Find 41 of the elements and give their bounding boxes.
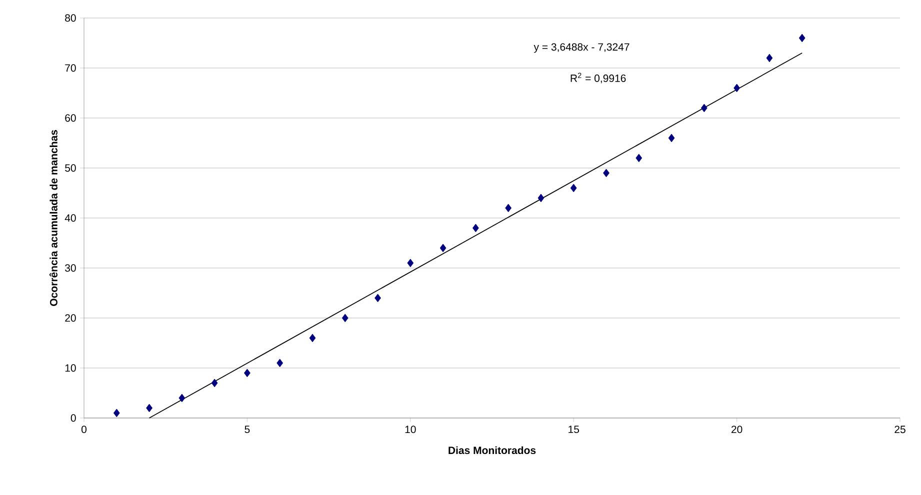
y-tick-label: 70: [65, 64, 76, 72]
x-tick-label: 0: [81, 426, 87, 434]
x-tick-label: 25: [894, 426, 906, 434]
point: [603, 168, 610, 178]
point: [146, 404, 152, 412]
point: [309, 334, 316, 342]
point: [505, 204, 512, 212]
point: [113, 408, 120, 418]
y-tick-label: 30: [65, 264, 76, 272]
point: [276, 358, 284, 368]
x-tick-label: 15: [568, 426, 580, 434]
annotation: R$^{2}$ = 0,9916: [570, 72, 626, 84]
y-tick-label: 40: [64, 214, 76, 222]
point: [570, 184, 577, 192]
y-tick-label: 10: [65, 364, 76, 372]
y-tick-label: 60: [65, 114, 76, 122]
point: [538, 194, 544, 202]
point: [407, 258, 414, 268]
y-tick-label: 50: [65, 164, 76, 172]
point: [211, 378, 218, 388]
point: [178, 394, 186, 402]
point: [342, 314, 348, 322]
y-tick-label: 0: [70, 414, 76, 422]
point: [734, 84, 740, 92]
point: [668, 134, 675, 142]
x-tick-label: 5: [244, 426, 250, 434]
point: [244, 368, 250, 378]
point: [766, 54, 773, 62]
point: [798, 34, 806, 42]
point: [472, 224, 479, 232]
y-axis-title: Ocorrência acumulada de manchas: [49, 130, 58, 306]
x-tick-label: 10: [405, 426, 416, 434]
point: [440, 244, 446, 252]
point: [374, 294, 381, 302]
x-tick-label: 20: [732, 426, 742, 434]
point: [636, 154, 642, 162]
y-tick-label: 20: [65, 314, 76, 322]
annotation: y = 3,6488x - 7,3247: [534, 43, 630, 53]
point: [700, 104, 708, 112]
x-axis-title: Dias Monitorados: [448, 446, 536, 454]
y-tick-label: 80: [65, 14, 76, 22]
